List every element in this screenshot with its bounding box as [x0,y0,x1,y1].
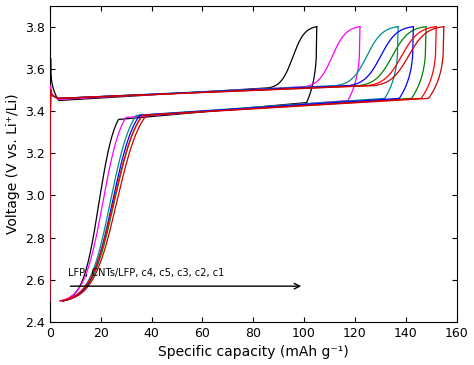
X-axis label: Specific capacity (mAh g⁻¹): Specific capacity (mAh g⁻¹) [158,345,348,360]
Text: LFP, CNTs/LFP, c4, c5, c3, c2, c1: LFP, CNTs/LFP, c4, c5, c3, c2, c1 [68,268,224,278]
Y-axis label: Voltage (V vs. Li⁺/Li): Voltage (V vs. Li⁺/Li) [6,93,19,234]
